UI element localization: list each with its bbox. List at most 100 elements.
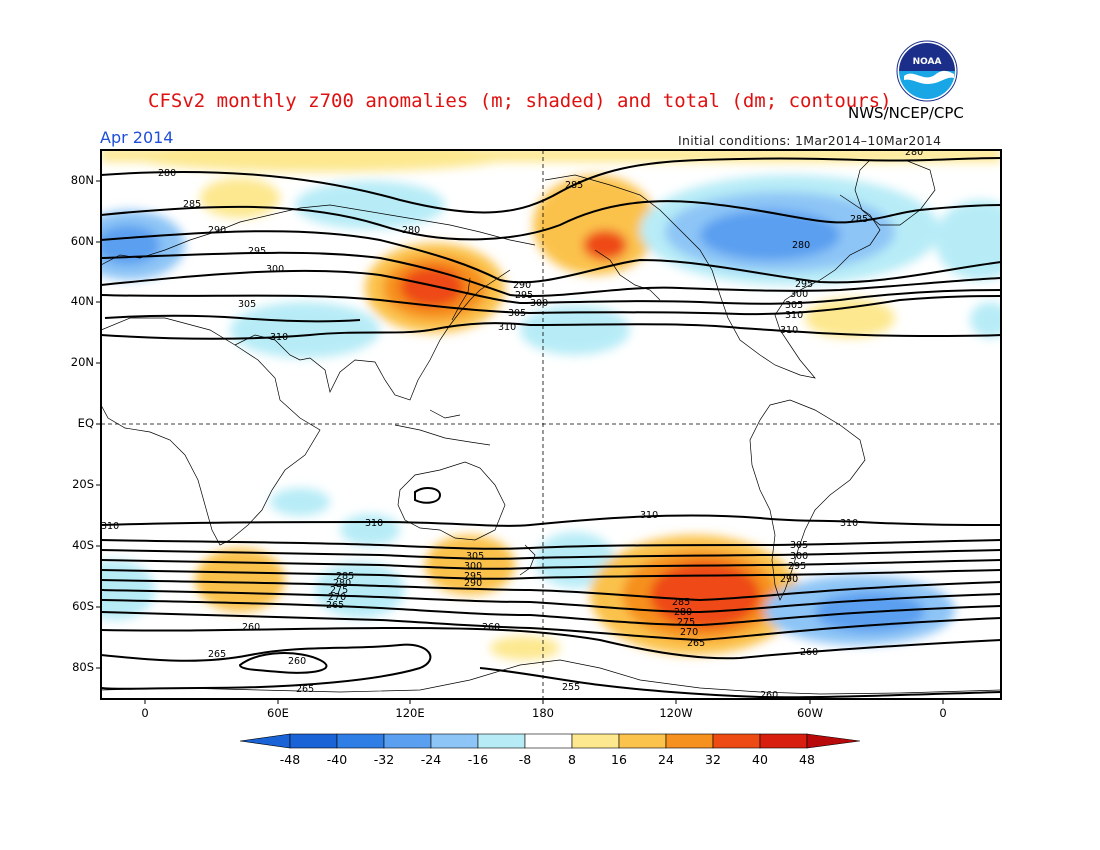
contour-label: 285 (336, 571, 354, 582)
contour-label: 280 (333, 578, 351, 589)
lat-label: 60N (70, 234, 94, 248)
colorbar-bin (571, 733, 620, 749)
contour-260-sh (101, 626, 1001, 660)
lon-label: 120E (395, 706, 425, 720)
contour-label: 260 (800, 647, 818, 658)
anomaly-patch (270, 488, 330, 516)
colorbar-label: 24 (658, 752, 674, 767)
contour-label: 265 (208, 649, 226, 660)
colorbar-bin (759, 733, 808, 749)
contour-label: 295 (515, 290, 533, 301)
contour-label: 295 (788, 561, 806, 572)
anomaly-patch (490, 636, 560, 660)
indonesia-outline (394, 424, 491, 446)
anomaly-patch (195, 548, 285, 612)
colorbar-bin (524, 733, 573, 749)
contour-label: 270 (680, 627, 698, 638)
contour-label: 275 (677, 617, 695, 628)
contour-label: 295 (795, 279, 813, 290)
colorbar-bin (383, 733, 432, 749)
contour-label: 310 (780, 325, 798, 336)
anomaly-shading (101, 150, 1001, 660)
contour-310 (101, 322, 1001, 340)
anomaly-patch (130, 150, 510, 172)
contour-265-sh (101, 643, 432, 690)
contour-label: 290 (464, 578, 482, 589)
anomaly-patch (295, 181, 445, 229)
colorbar-label: 32 (705, 752, 721, 767)
contour-label: 280 (905, 147, 923, 158)
eurasia-outline (101, 204, 536, 266)
antarctica-outline (101, 659, 1001, 695)
anomaly-patch (935, 200, 1001, 280)
contour-305 (101, 294, 1001, 316)
colorbar-bin (618, 733, 667, 749)
contour-label: 305 (790, 540, 808, 551)
contour-300 (101, 269, 1001, 305)
colorbar-arrow-left (239, 733, 291, 749)
contour-label: 265 (326, 600, 344, 611)
colorbar-label: -24 (420, 752, 442, 767)
contour-label: 275 (330, 585, 348, 596)
contour-label: 260 (760, 690, 778, 701)
contour-290 (101, 230, 1001, 284)
anomaly-patch (230, 302, 380, 358)
contour-label: 280 (158, 168, 176, 179)
colorbar-label: -8 (518, 752, 532, 767)
japan-outline (451, 277, 471, 321)
forecast-month: Apr 2014 (100, 128, 174, 147)
contour-label: 295 (464, 571, 482, 582)
colorbar (239, 733, 861, 749)
colorbar-bin (477, 733, 526, 749)
contour-295 (101, 251, 1001, 298)
greenland-outline (854, 159, 936, 226)
contour-label: 260 (482, 622, 500, 633)
contour-label: 305 (466, 551, 484, 562)
contour-255-sh (479, 667, 1001, 699)
colorbar-label: 16 (611, 752, 627, 767)
lon-label: 180 (532, 706, 554, 720)
contour-label: 300 (266, 264, 284, 275)
colorbar-label: -48 (279, 752, 301, 767)
colorbar-label: -16 (467, 752, 489, 767)
map-title: CFSv2 monthly z700 anomalies (m; shaded)… (148, 90, 892, 112)
contour-label: 310 (270, 332, 288, 343)
anomaly-patch (520, 305, 630, 355)
contour-label: 295 (248, 246, 266, 257)
contour-label: 310 (640, 510, 658, 521)
logo-text: NOAA (913, 57, 942, 67)
colorbar-label: -32 (373, 752, 395, 767)
lon-label: 120W (659, 706, 693, 720)
contour-label: 270 (328, 592, 346, 603)
coastlines (101, 159, 1001, 695)
lat-label: 20S (72, 477, 94, 491)
contour-280 (101, 157, 1001, 214)
contour-label: 265 (296, 684, 314, 695)
contour-label: 310 (101, 521, 119, 532)
contour-label: 310 (365, 518, 383, 529)
contour-label: 300 (464, 561, 482, 572)
anomaly-patch (425, 535, 515, 595)
contour-label: 280 (402, 225, 420, 236)
anomaly-patch (101, 225, 160, 265)
noaa-logo-icon: NOAA (896, 40, 958, 102)
contour-label: 285 (672, 597, 690, 608)
axis-ticks (96, 180, 944, 704)
lon-label: 60W (796, 706, 823, 720)
contour-label: 290 (208, 225, 226, 236)
contour-label: 255 (562, 682, 580, 693)
lon-label: 0 (141, 706, 149, 720)
lat-label: 80N (70, 173, 94, 187)
contour-285 (101, 200, 1001, 241)
contour-label: 310 (498, 322, 516, 333)
lat-label: 20N (70, 355, 94, 369)
south-america-outline (749, 399, 866, 601)
colorbar-bin (665, 733, 714, 749)
height-contours (101, 157, 1001, 699)
contour-label: 310 (840, 518, 858, 529)
lat-label: 80S (72, 660, 94, 674)
contour-310-sh (101, 514, 1001, 527)
contour-label: 305 (508, 308, 526, 319)
contour-label: 280 (792, 240, 810, 251)
